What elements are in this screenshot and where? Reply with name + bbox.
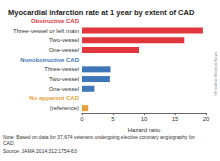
svg-text:Nonobstructive CAD: Nonobstructive CAD <box>20 57 79 63</box>
svg-text:CAD.: CAD. <box>3 140 15 146</box>
svg-text:Myocardial infarction rate at: Myocardial infarction rate at 1 year by … <box>8 8 195 17</box>
svg-text:Two-vessel: Two-vessel <box>49 76 79 82</box>
svg-text:One-vessel: One-vessel <box>49 47 79 53</box>
svg-text:Obstructive CAD: Obstructive CAD <box>31 18 80 24</box>
svg-text:Note: Based on data for 37,674: Note: Based on data for 37,674 veterans … <box>3 134 196 140</box>
svg-text:(reference): (reference) <box>50 105 79 111</box>
svg-text:Hazard ratio: Hazard ratio <box>128 127 161 133</box>
svg-text:Source: JAMA 2014;312:1754-63: Source: JAMA 2014;312:1754-63 <box>3 148 77 154</box>
svg-text:No apparent CAD: No apparent CAD <box>29 95 79 101</box>
svg-text:©Frontline Medical News: ©Frontline Medical News <box>213 51 218 96</box>
svg-text:20: 20 <box>203 116 210 122</box>
svg-text:Three-vessel or left main: Three-vessel or left main <box>13 28 79 34</box>
svg-text:10: 10 <box>141 116 148 122</box>
svg-text:Two-vessel: Two-vessel <box>49 37 79 43</box>
svg-text:One-vessel: One-vessel <box>49 86 79 92</box>
svg-text:5: 5 <box>111 116 115 122</box>
svg-text:Three-vessel: Three-vessel <box>44 66 79 72</box>
svg-text:15: 15 <box>172 116 179 122</box>
svg-text:0: 0 <box>80 116 84 122</box>
